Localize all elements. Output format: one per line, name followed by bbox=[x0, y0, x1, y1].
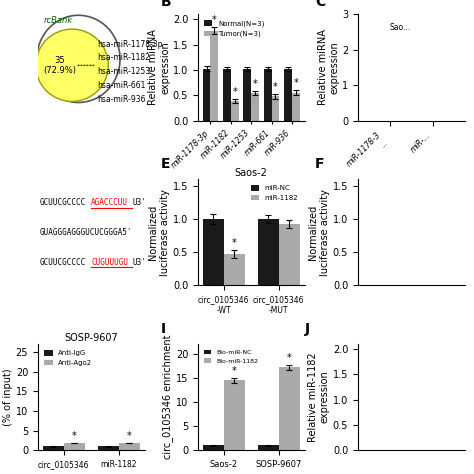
Text: B: B bbox=[161, 0, 171, 9]
Legend: Anti-IgG, Anti-Ago2: Anti-IgG, Anti-Ago2 bbox=[41, 347, 95, 369]
Bar bbox=[279, 224, 300, 285]
Text: C: C bbox=[315, 0, 326, 9]
Bar bbox=[203, 446, 224, 450]
Text: E: E bbox=[161, 157, 170, 172]
Text: I: I bbox=[161, 322, 166, 336]
Text: CUGUUUGU: CUGUUUGU bbox=[91, 257, 128, 266]
Text: *: * bbox=[232, 237, 237, 247]
Y-axis label: Relative miRNA
expression: Relative miRNA expression bbox=[148, 29, 170, 105]
Title: SOSP-9607: SOSP-9607 bbox=[64, 333, 118, 343]
Bar bbox=[203, 69, 210, 120]
Text: *: * bbox=[232, 366, 237, 376]
Text: GCUUCGCCCC: GCUUCGCCCC bbox=[40, 198, 86, 207]
Bar bbox=[223, 69, 231, 120]
Bar bbox=[98, 447, 119, 450]
Y-axis label: Relative RNA enrichment
(% of input): Relative RNA enrichment (% of input) bbox=[0, 336, 13, 459]
Bar bbox=[284, 69, 292, 120]
Bar bbox=[64, 443, 85, 450]
Text: *: * bbox=[127, 431, 132, 441]
Text: *: * bbox=[212, 15, 217, 26]
Bar bbox=[224, 380, 245, 450]
Circle shape bbox=[36, 29, 108, 101]
Text: GCUUCGCCCC: GCUUCGCCCC bbox=[40, 257, 86, 266]
Bar bbox=[231, 101, 238, 120]
Bar bbox=[119, 443, 140, 450]
Y-axis label: Normalized
luciferase activity: Normalized luciferase activity bbox=[148, 189, 170, 276]
Legend: miR-NC, miR-1182: miR-NC, miR-1182 bbox=[248, 182, 301, 204]
Bar bbox=[224, 254, 245, 285]
Text: hsa-miR-661: hsa-miR-661 bbox=[98, 81, 146, 90]
Y-axis label: circ_0105346 enrichment: circ_0105346 enrichment bbox=[162, 335, 173, 459]
Bar bbox=[292, 93, 300, 120]
Text: *: * bbox=[293, 78, 298, 88]
Text: AGACCCUU: AGACCCUU bbox=[91, 198, 128, 207]
Text: *: * bbox=[232, 87, 237, 97]
Text: hsa-miR-1182: hsa-miR-1182 bbox=[98, 54, 151, 62]
Bar bbox=[258, 219, 279, 285]
Bar bbox=[279, 367, 300, 450]
Bar bbox=[43, 447, 64, 450]
Y-axis label: Relative miR-1182
expression: Relative miR-1182 expression bbox=[309, 352, 330, 442]
Bar bbox=[272, 96, 279, 120]
Bar bbox=[203, 219, 224, 285]
Bar bbox=[210, 31, 218, 120]
Text: GUAGGGAGGGUCUCGGGA5': GUAGGGAGGGUCUCGGGA5' bbox=[40, 228, 133, 237]
Text: hsa-miR-1253: hsa-miR-1253 bbox=[98, 67, 151, 76]
Bar bbox=[258, 446, 279, 450]
Y-axis label: Normalized
luciferase activity: Normalized luciferase activity bbox=[309, 189, 330, 276]
Title: Saos-2: Saos-2 bbox=[235, 168, 268, 178]
Text: *: * bbox=[287, 353, 292, 363]
Text: *: * bbox=[273, 82, 278, 91]
Text: rcBank: rcBank bbox=[43, 16, 73, 25]
Text: *: * bbox=[253, 79, 257, 89]
Text: Sao...: Sao... bbox=[390, 23, 411, 32]
Text: hsa-miR-936: hsa-miR-936 bbox=[98, 95, 146, 104]
Text: J: J bbox=[304, 322, 310, 336]
Text: U3': U3' bbox=[132, 198, 146, 207]
Text: F: F bbox=[315, 157, 325, 172]
Legend: Normal(N=3), Tumor(N=3): Normal(N=3), Tumor(N=3) bbox=[201, 18, 267, 40]
Legend: Bio-miR-NC, Bio-miR-1182: Bio-miR-NC, Bio-miR-1182 bbox=[201, 347, 261, 366]
Bar bbox=[251, 93, 259, 120]
Text: *: * bbox=[72, 431, 76, 441]
Y-axis label: Relative miRNA
expression: Relative miRNA expression bbox=[318, 29, 339, 105]
Bar bbox=[244, 69, 251, 120]
Bar bbox=[264, 69, 272, 120]
Text: hsa-miR-1178-3p: hsa-miR-1178-3p bbox=[98, 39, 163, 48]
Text: 35
(72.9%): 35 (72.9%) bbox=[43, 55, 76, 75]
Text: U3': U3' bbox=[132, 257, 146, 266]
